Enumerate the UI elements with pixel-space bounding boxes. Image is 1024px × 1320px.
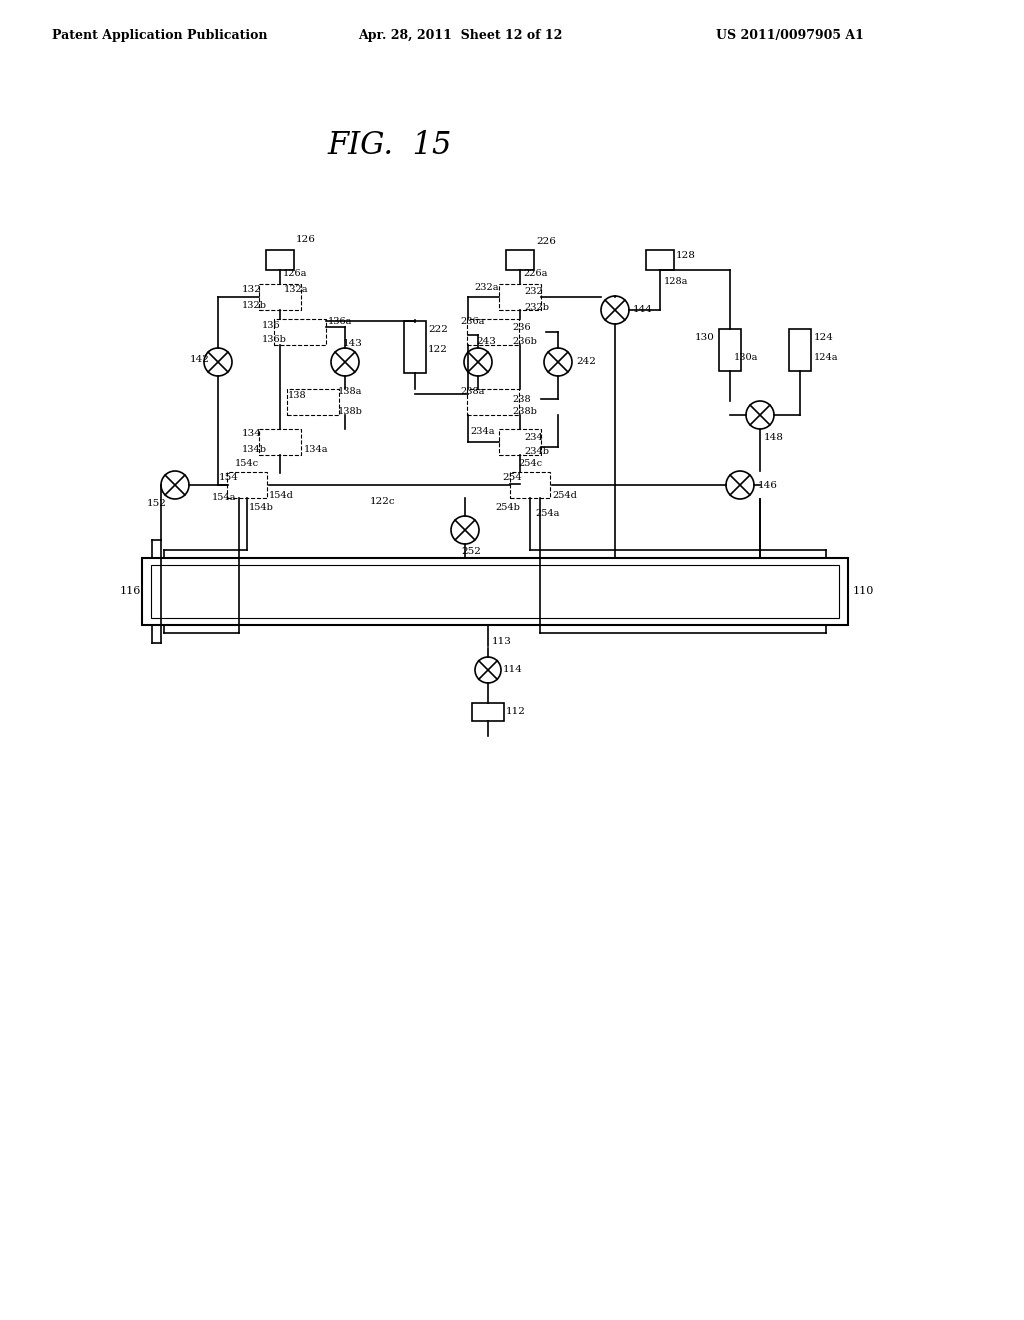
Text: 113: 113 (492, 638, 512, 647)
Text: 128a: 128a (664, 277, 688, 286)
Text: 124a: 124a (814, 354, 839, 363)
Text: 234: 234 (524, 433, 543, 442)
Text: 143: 143 (343, 339, 362, 348)
Text: FIG.  15: FIG. 15 (328, 129, 453, 161)
Bar (151, 565, 839, 618)
Bar (404, 321, 426, 374)
Text: 138: 138 (288, 392, 306, 400)
Text: 134b: 134b (242, 446, 267, 454)
Text: 236a: 236a (460, 318, 484, 326)
Text: 130: 130 (695, 334, 715, 342)
Text: 236: 236 (512, 322, 530, 331)
Text: 136: 136 (262, 322, 281, 330)
Bar (790, 329, 811, 371)
Text: 252: 252 (461, 548, 481, 557)
Text: 232b: 232b (524, 302, 549, 312)
Text: 243: 243 (476, 338, 496, 346)
Bar (227, 473, 267, 498)
Text: 232: 232 (524, 288, 543, 297)
Bar (274, 319, 326, 345)
Text: 136a: 136a (328, 318, 352, 326)
Text: 254b: 254b (495, 503, 520, 511)
Text: 112: 112 (506, 708, 526, 717)
Text: 238a: 238a (460, 388, 484, 396)
Text: Patent Application Publication: Patent Application Publication (52, 29, 267, 41)
Text: 124: 124 (814, 334, 834, 342)
Text: 130a: 130a (734, 354, 759, 363)
Bar (719, 329, 741, 371)
Text: 236b: 236b (512, 337, 537, 346)
Text: 136b: 136b (262, 335, 287, 345)
Bar (499, 284, 541, 310)
Text: 254a: 254a (535, 508, 559, 517)
Bar (510, 473, 550, 498)
Text: 222: 222 (428, 325, 447, 334)
Text: 234a: 234a (470, 428, 495, 437)
Text: 154: 154 (219, 473, 239, 482)
Bar (259, 429, 301, 455)
Text: 128: 128 (676, 251, 696, 260)
Text: 226a: 226a (523, 269, 548, 279)
Bar (472, 704, 504, 721)
Text: 144: 144 (633, 305, 653, 314)
Bar (467, 389, 519, 414)
Bar (259, 284, 301, 310)
Text: 138a: 138a (338, 388, 362, 396)
Text: 254: 254 (502, 473, 522, 482)
Text: 114: 114 (503, 665, 523, 675)
Text: 134a: 134a (304, 446, 329, 454)
Text: 110: 110 (853, 586, 874, 597)
Text: 152: 152 (147, 499, 167, 507)
Text: 238b: 238b (512, 408, 537, 417)
Bar (266, 249, 294, 271)
Text: 254d: 254d (552, 491, 577, 499)
Text: 238: 238 (512, 395, 530, 404)
Text: 154a: 154a (212, 492, 237, 502)
Bar (467, 319, 519, 345)
Text: 226: 226 (536, 238, 556, 247)
Bar (646, 249, 674, 271)
Text: 146: 146 (758, 480, 778, 490)
Text: 154b: 154b (249, 503, 273, 511)
Text: 116: 116 (120, 586, 141, 597)
Text: 134: 134 (242, 429, 262, 438)
Text: 232a: 232a (474, 282, 499, 292)
Text: Apr. 28, 2011  Sheet 12 of 12: Apr. 28, 2011 Sheet 12 of 12 (357, 29, 562, 41)
Text: 154c: 154c (234, 458, 259, 467)
Text: 132a: 132a (284, 285, 308, 293)
Text: 254c: 254c (518, 458, 542, 467)
Text: 148: 148 (764, 433, 784, 441)
Text: 132: 132 (242, 285, 262, 293)
Text: US 2011/0097905 A1: US 2011/0097905 A1 (716, 29, 864, 41)
Text: 142: 142 (190, 355, 210, 364)
Text: 122c: 122c (370, 496, 395, 506)
Text: 234b: 234b (524, 447, 549, 457)
Bar (142, 558, 848, 624)
Text: 242: 242 (575, 358, 596, 367)
Text: 138b: 138b (338, 408, 362, 417)
Text: 122: 122 (428, 346, 447, 355)
Text: 126: 126 (296, 235, 315, 244)
Bar (287, 389, 339, 414)
Bar (506, 249, 534, 271)
Text: 154d: 154d (269, 491, 294, 499)
Text: 126a: 126a (283, 269, 307, 279)
Bar (499, 429, 541, 455)
Text: 132b: 132b (242, 301, 267, 309)
